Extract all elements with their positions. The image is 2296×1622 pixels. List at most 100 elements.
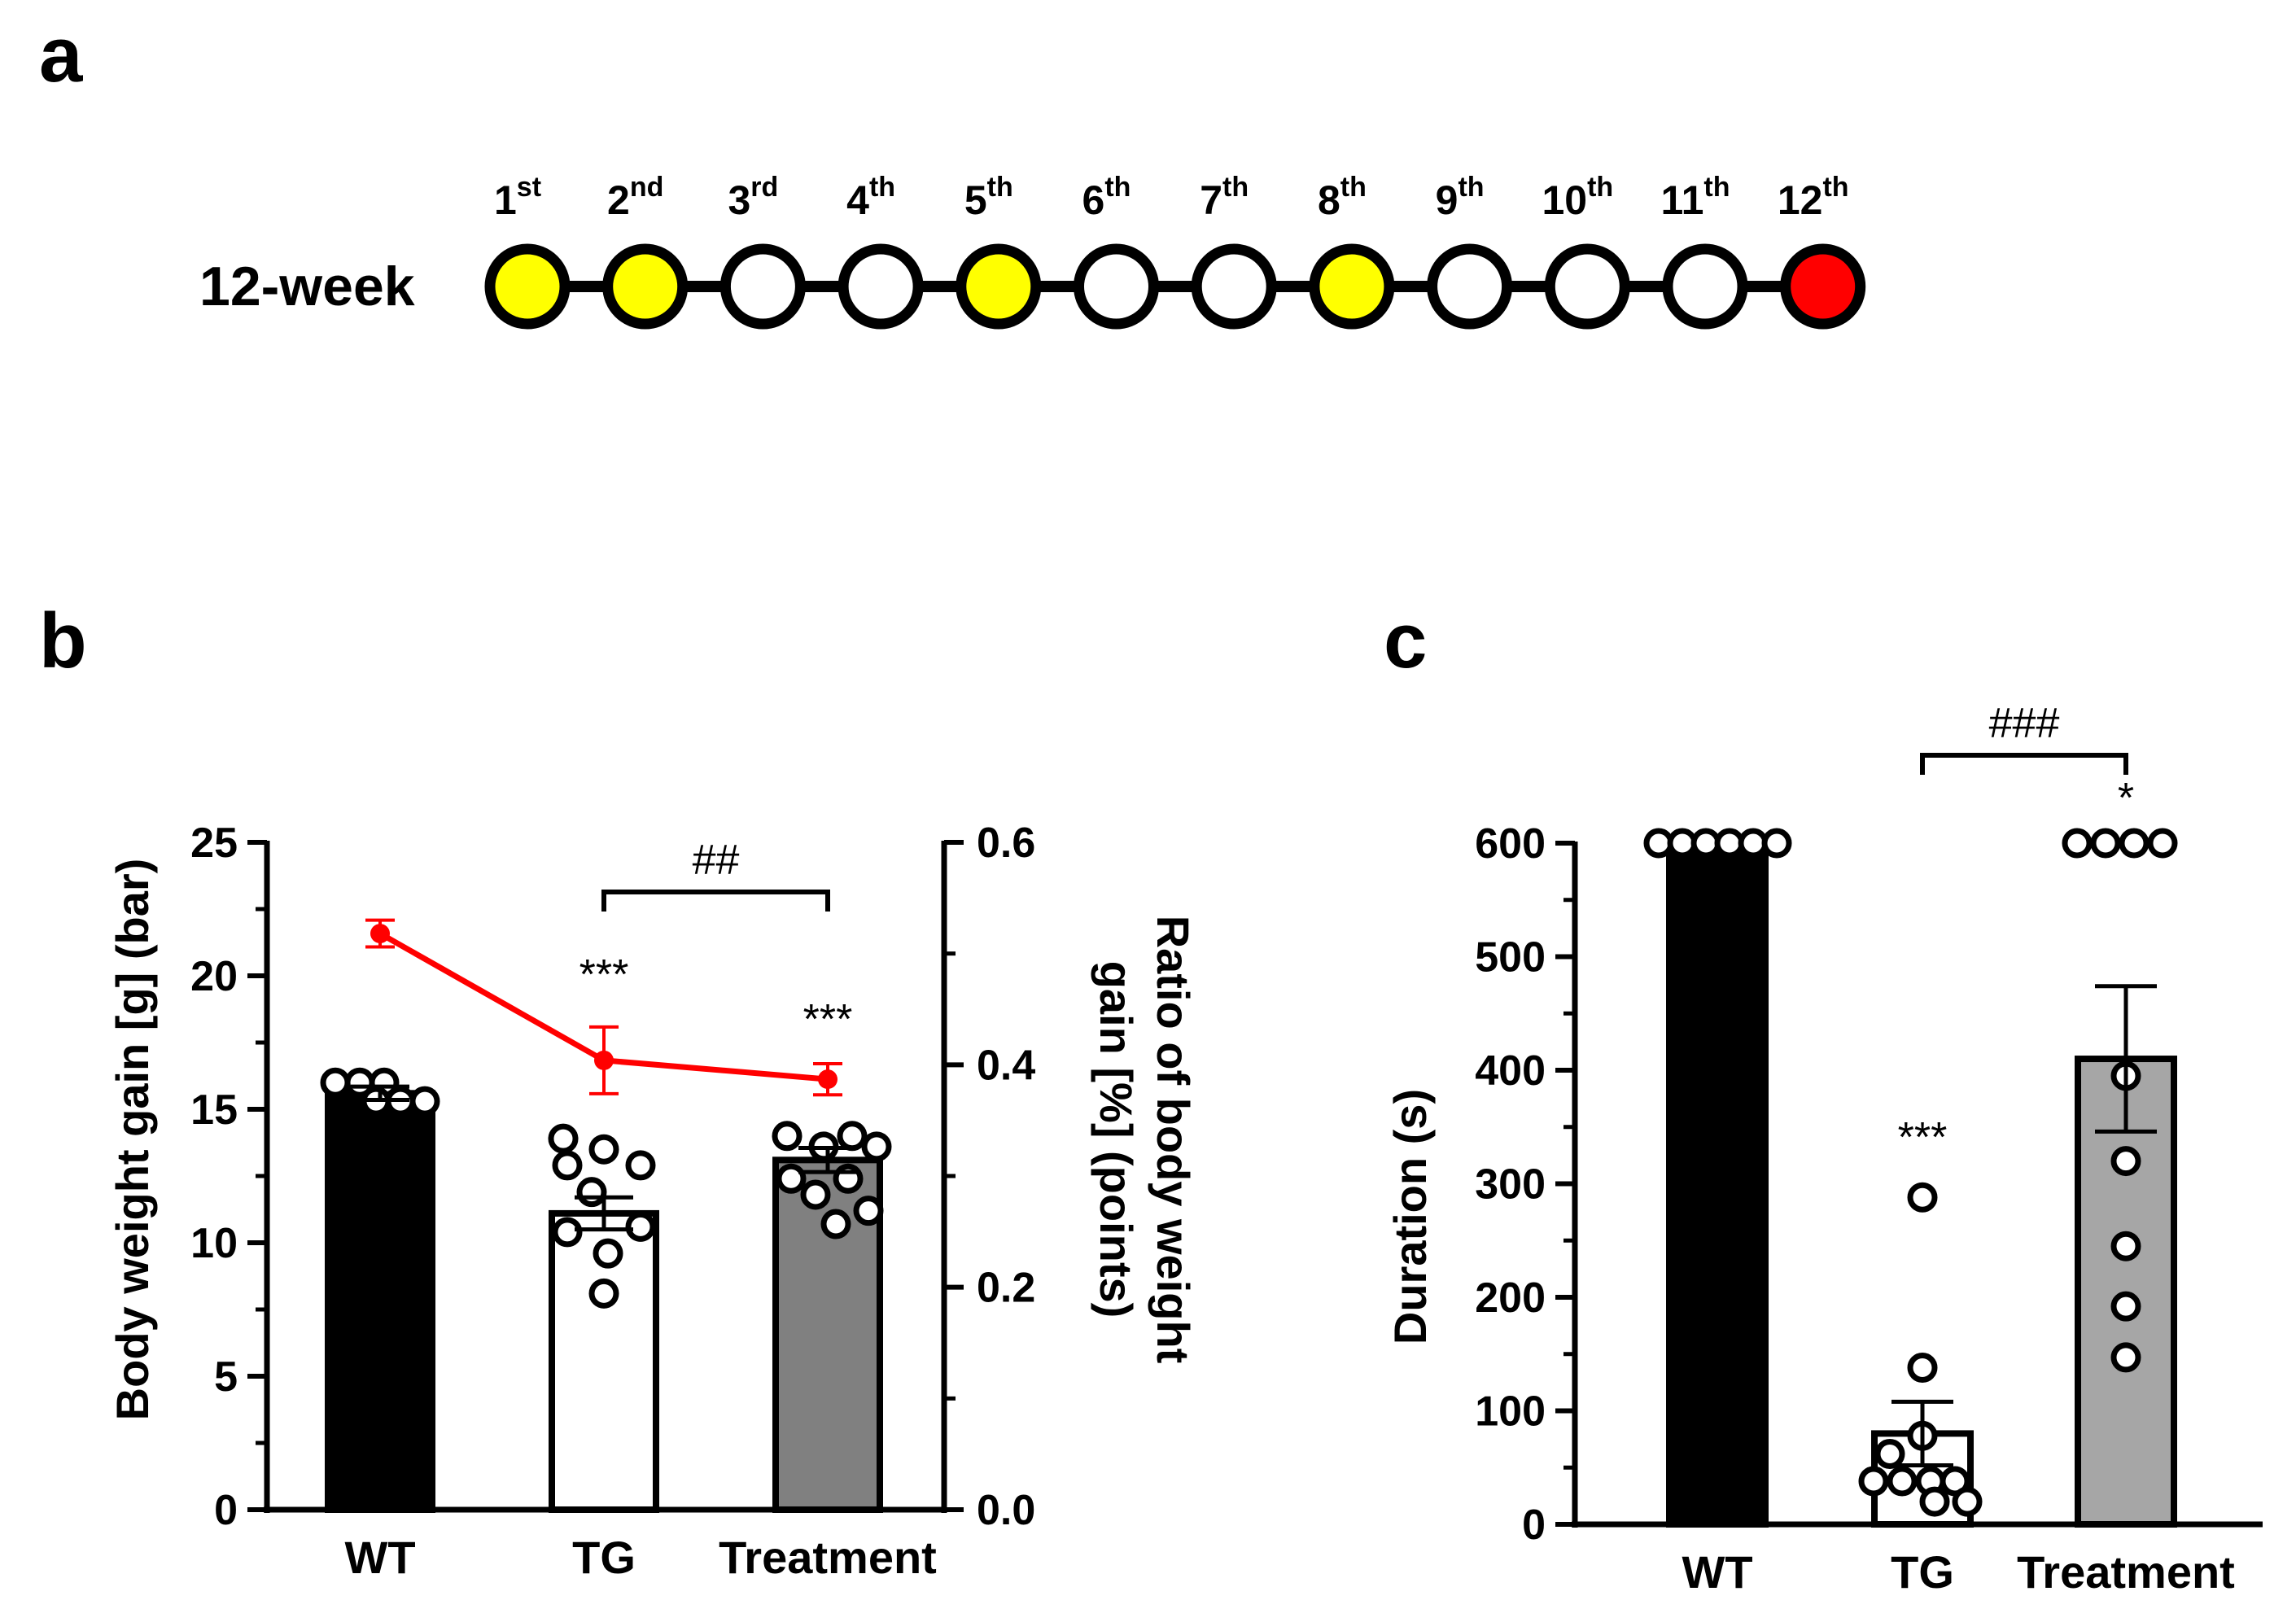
b-bar-wt xyxy=(325,1090,435,1513)
week-number-3: 3 xyxy=(728,177,750,223)
c-ytick-label-400: 400 xyxy=(1475,1047,1546,1095)
week-label-1: 1st xyxy=(494,172,541,223)
c-ylabel: Duration (s) xyxy=(1384,1089,1436,1344)
b-y2tick-label-3: 0.6 xyxy=(977,820,1035,867)
week-label-8: 8th xyxy=(1318,172,1367,223)
week-label-5: 5th xyxy=(964,172,1013,223)
b-point-treatment-3 xyxy=(861,1131,892,1162)
timeline: 12-week 1st 2nd 3rd 4th 5th 6th 7th 8th 9th 10th 1… xyxy=(199,172,1866,330)
c-ytick-label-600: 600 xyxy=(1475,820,1546,868)
b-ytick-label-20: 20 xyxy=(190,953,238,1000)
c-point-tg-5 xyxy=(1887,1466,1918,1497)
b-ratio-point-0 xyxy=(370,924,390,944)
c-bracket xyxy=(1920,753,2128,775)
week-node-1 xyxy=(484,243,571,330)
c-category-label-wt: WT xyxy=(1682,1546,1752,1598)
c-point-treatment-1 xyxy=(2090,828,2121,859)
week-suffix-6: th xyxy=(1104,172,1131,203)
panel-c-chart: Duration (s) 0 100 200 300 400 500 600 WT TG Trea… xyxy=(1384,700,2263,1598)
c-bar-wt xyxy=(1666,840,1769,1528)
panel-letter-a: a xyxy=(39,11,83,98)
week-suffix-7: th xyxy=(1222,172,1249,203)
week-suffix-10: th xyxy=(1587,172,1613,203)
b-ytick-label-10: 10 xyxy=(190,1220,238,1267)
week-number-6: 6 xyxy=(1082,177,1105,223)
c-category-label-treatment: Treatment xyxy=(2017,1546,2235,1598)
b-point-tg-2 xyxy=(625,1150,656,1181)
b-point-tg-6 xyxy=(552,1217,583,1248)
week-number-9: 9 xyxy=(1436,177,1459,223)
week-node-11 xyxy=(1662,243,1748,330)
week-label-9: 9th xyxy=(1436,172,1485,223)
c-ytick-label-100: 100 xyxy=(1475,1388,1546,1436)
c-ytick-label-0: 0 xyxy=(1522,1502,1546,1549)
c-bracket-label: ### xyxy=(1989,700,2060,747)
c-point-treatment-8 xyxy=(2110,1342,2141,1373)
b-point-wt-5 xyxy=(409,1086,440,1117)
c-point-tg-8 xyxy=(1919,1486,1950,1517)
c-point-tg-4 xyxy=(1858,1466,1889,1497)
week-label-10: 10th xyxy=(1542,172,1613,223)
b-point-treatment-4 xyxy=(776,1163,807,1194)
c-point-treatment-6 xyxy=(2110,1231,2141,1261)
b-category-label-tg: TG xyxy=(572,1532,636,1583)
c-point-tg-3 xyxy=(1874,1439,1905,1470)
week-number-8: 8 xyxy=(1318,177,1340,223)
b-point-tg-0 xyxy=(548,1123,579,1154)
week-node-2 xyxy=(602,243,689,330)
week-number-4: 4 xyxy=(846,177,869,223)
week-suffix-11: th xyxy=(1703,172,1730,203)
b-ytick-label-5: 5 xyxy=(214,1353,238,1401)
b-point-tg-4 xyxy=(576,1177,607,1208)
week-node-3 xyxy=(719,243,806,330)
week-label-4: 4th xyxy=(846,172,895,223)
c-point-treatment-7 xyxy=(2110,1291,2141,1322)
week-node-7 xyxy=(1191,243,1277,330)
week-number-1: 1 xyxy=(494,177,517,223)
week-number-12: 12 xyxy=(1778,177,1823,223)
week-suffix-9: th xyxy=(1458,172,1484,203)
week-label-6: 6th xyxy=(1082,172,1131,223)
b-sig-tg: *** xyxy=(579,951,629,999)
b-point-treatment-7 xyxy=(853,1196,884,1226)
b-point-treatment-1 xyxy=(837,1121,868,1152)
b-ytick-label-25: 25 xyxy=(190,820,238,867)
b-ytick-label-15: 15 xyxy=(190,1086,238,1134)
c-point-treatment-5 xyxy=(2110,1146,2141,1177)
week-suffix-8: th xyxy=(1340,172,1367,203)
c-sig-tg: *** xyxy=(1898,1114,1948,1161)
b-y2tick-label-0: 0.0 xyxy=(977,1487,1035,1534)
b-y2tick-label-1: 0.2 xyxy=(977,1265,1035,1312)
week-label-12: 12th xyxy=(1778,172,1849,223)
b-y2tick-label-2: 0.4 xyxy=(977,1042,1035,1089)
week-suffix-12: th xyxy=(1822,172,1848,203)
c-point-tg-1 xyxy=(1907,1352,1938,1383)
c-point-tg-9 xyxy=(1952,1486,1983,1517)
week-label-2: 2nd xyxy=(607,172,663,223)
b-point-treatment-6 xyxy=(800,1179,831,1210)
b-y2label-line2: gain [%] (points) xyxy=(1091,961,1142,1318)
b-point-tg-1 xyxy=(588,1134,619,1165)
c-point-treatment-0 xyxy=(2062,828,2093,859)
b-point-treatment-8 xyxy=(820,1209,851,1239)
week-node-9 xyxy=(1427,243,1513,330)
c-point-treatment-2 xyxy=(2119,828,2149,859)
b-sig-treatment: *** xyxy=(803,996,853,1043)
b-ratio-point-2 xyxy=(818,1069,837,1090)
b-point-tg-8 xyxy=(588,1278,619,1309)
c-ytick-label-300: 300 xyxy=(1475,1161,1546,1209)
week-node-10 xyxy=(1544,243,1630,330)
week-label-7: 7th xyxy=(1200,172,1249,223)
b-category-label-wt: WT xyxy=(344,1532,415,1583)
week-number-11: 11 xyxy=(1661,177,1704,223)
panel-letter-c: c xyxy=(1384,597,1427,684)
b-point-tg-7 xyxy=(593,1238,623,1269)
week-label-3: 3rd xyxy=(728,172,778,223)
week-suffix-5: th xyxy=(987,172,1013,203)
week-node-8 xyxy=(1309,243,1395,330)
b-point-tg-5 xyxy=(625,1211,656,1242)
week-suffix-3: rd xyxy=(750,172,778,203)
week-number-2: 2 xyxy=(607,177,630,223)
b-point-tg-3 xyxy=(552,1150,583,1181)
